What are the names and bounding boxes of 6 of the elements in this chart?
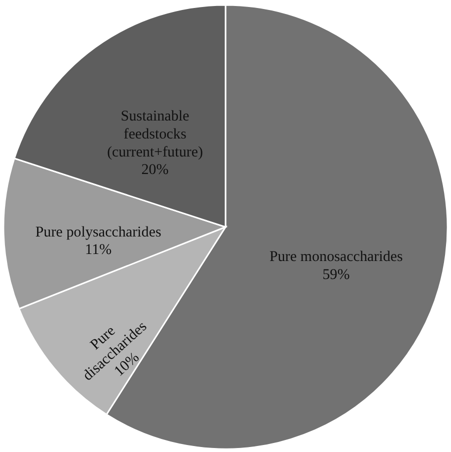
- data-label: 20%: [141, 162, 169, 178]
- data-label: 11%: [84, 242, 112, 258]
- data-label: 59%: [322, 266, 350, 283]
- slice-label: Pure polysaccharides: [35, 224, 162, 240]
- slice-label: Sustainable feedstocks (current+future): [107, 108, 203, 160]
- slice-label: Pure monosaccharides: [269, 249, 403, 266]
